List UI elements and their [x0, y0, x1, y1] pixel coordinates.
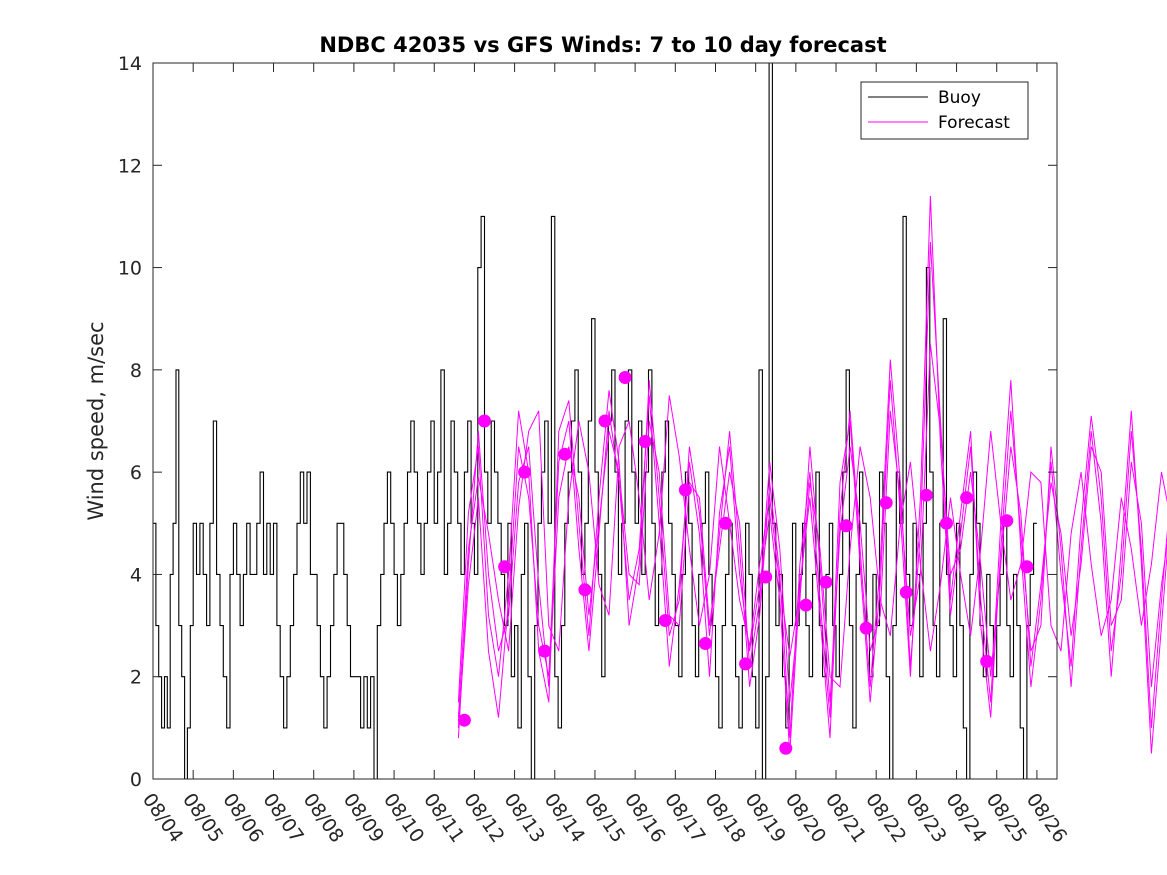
forecast-marker	[698, 637, 712, 650]
forecast-marker	[779, 741, 793, 755]
buoy-line	[153, 62, 1037, 780]
forecast-member-line	[457, 344, 1167, 739]
forecast-marker	[960, 491, 974, 505]
forecast-marker	[719, 516, 732, 530]
y-tick-label: 0	[130, 769, 142, 791]
forecast-marker	[759, 570, 773, 584]
forecast-marker	[538, 644, 552, 658]
forecast-member-line	[457, 241, 1167, 754]
forecast-marker	[819, 575, 833, 589]
forecast-marker	[457, 713, 471, 727]
legend-box	[860, 81, 1029, 140]
forecast-marker	[859, 621, 873, 635]
forecast-marker	[558, 447, 572, 461]
forecast-marker	[799, 598, 813, 612]
y-tick-label: 8	[130, 360, 142, 382]
forecast-marker	[899, 585, 913, 599]
y-tick-label: 4	[130, 564, 142, 586]
forecast-marker	[1000, 514, 1014, 528]
legend-entry-forecast: Forecast	[938, 113, 1010, 133]
forecast-marker	[578, 583, 592, 597]
legend-entry-buoy: Buoy	[938, 88, 981, 108]
forecast-marker	[1020, 560, 1034, 574]
forecast-marker	[839, 519, 853, 533]
y-tick-label: 12	[118, 155, 142, 177]
forecast-marker	[980, 654, 994, 668]
forecast-marker	[940, 516, 953, 530]
forecast-marker	[879, 496, 893, 510]
legend: Buoy Forecast	[860, 81, 1029, 140]
forecast-marker	[638, 435, 652, 448]
forecast-marker	[919, 488, 933, 502]
plot-frame	[152, 62, 1058, 780]
forecast-marker	[478, 414, 491, 428]
forecast-marker	[598, 414, 612, 428]
y-axis-label: Wind speed, m/sec	[84, 321, 108, 520]
y-axis-ticks: 0 2 4 6 8 10 12 14	[118, 53, 1057, 791]
forecast-marker	[618, 371, 632, 384]
forecast-markers	[457, 371, 1034, 755]
forecast-series	[457, 195, 1167, 754]
forecast-marker	[498, 560, 512, 574]
y-tick-label: 10	[118, 258, 142, 280]
forecast-marker	[739, 657, 753, 671]
chart-title: NDBC 42035 vs GFS Winds: 7 to 10 day for…	[319, 33, 886, 57]
y-tick-label: 14	[118, 53, 142, 75]
forecast-member-line	[457, 195, 1167, 739]
y-tick-label: 6	[130, 462, 142, 484]
forecast-marker	[678, 483, 692, 497]
forecast-marker	[658, 614, 672, 627]
y-tick-label: 2	[130, 667, 142, 689]
forecast-member-line	[457, 395, 1167, 718]
forecast-marker	[518, 465, 532, 479]
buoy-series	[153, 62, 1037, 780]
